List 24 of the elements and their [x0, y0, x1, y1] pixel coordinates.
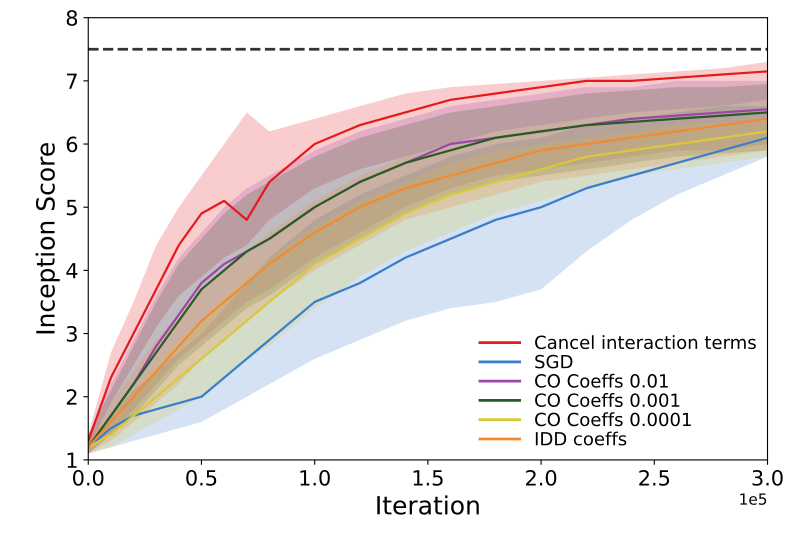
- x-tick-label: 2.0: [526, 470, 556, 486]
- y-tick-label: 7: [66, 74, 77, 89]
- y-tick-label: 2: [66, 389, 76, 405]
- legend-label: IDD coeffs: [536, 432, 626, 446]
- x-tick-label: 0.0: [73, 470, 104, 486]
- legend-label: Cancel interaction terms: [535, 335, 756, 350]
- x-tick-label: 1.0: [300, 470, 330, 486]
- legend-label: SGD: [535, 354, 572, 368]
- legend-label: CO Coeffs 0.001: [535, 393, 680, 407]
- y-tick-label: 8: [66, 10, 78, 26]
- legend-label: CO Coeffs 0.01: [535, 374, 668, 388]
- x-tick-label: 1.5: [414, 470, 443, 486]
- legend-label: CO Coeffs 0.0001: [535, 412, 691, 426]
- y-tick-label: 1: [68, 452, 77, 468]
- y-axis-title: Inception Score: [36, 143, 60, 334]
- text: 1e5: [740, 494, 766, 505]
- y-tick-label: 4: [66, 263, 78, 278]
- x-tick-label: 0.5: [186, 470, 216, 486]
- x-axis-title: Iteration: [377, 495, 479, 515]
- y-tick-label: 5: [66, 200, 77, 216]
- x-tick-label: 2.5: [639, 470, 670, 486]
- y-tick-label: 3: [66, 326, 77, 342]
- y-tick-label: 6: [66, 136, 78, 152]
- x-tick-label: 3.0: [752, 470, 783, 486]
